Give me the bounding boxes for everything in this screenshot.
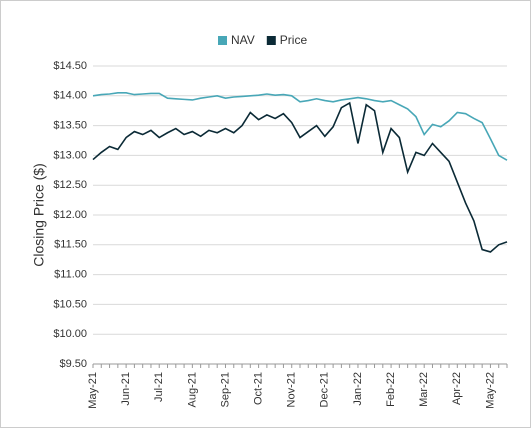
series-line: [92, 101, 508, 253]
x-tick-label: May-21: [87, 372, 99, 409]
legend-label: Price: [280, 33, 308, 47]
y-tick-label: $12.50: [53, 179, 87, 191]
x-tick-label: Nov-21: [286, 372, 298, 407]
x-tick-label: Oct-21: [253, 372, 265, 405]
series-line: [92, 92, 508, 161]
y-tick-label: $13.00: [53, 149, 87, 161]
x-tick-label: Apr-22: [451, 372, 463, 405]
x-tick-label: Aug-21: [186, 372, 198, 407]
y-axis-label: Closing Price ($): [31, 163, 47, 266]
y-tick-label: $9.50: [59, 358, 87, 370]
y-tick-label: $14.50: [53, 60, 87, 72]
legend-swatch: [218, 36, 227, 45]
x-tick-label: May-22: [484, 372, 496, 409]
y-tick-label: $11.50: [54, 239, 87, 251]
y-tick-label: $10.50: [53, 298, 87, 310]
x-tick-label: Jun-21: [120, 372, 132, 406]
x-tick-label: Mar-22: [418, 372, 430, 407]
y-tick-label: $13.50: [53, 120, 87, 132]
y-tick-label: $10.00: [53, 328, 87, 340]
legend-label: NAV: [231, 33, 255, 47]
y-tick-label: $11.00: [54, 269, 87, 281]
x-tick-label: Jul-21: [153, 372, 165, 402]
x-tick-label: Jan-22: [352, 372, 364, 406]
x-tick-label: Dec-21: [319, 372, 331, 407]
x-tick-label: Feb-22: [385, 372, 397, 407]
legend-swatch: [266, 36, 276, 45]
x-tick-label: Sep-21: [219, 372, 231, 407]
y-tick-label: $12.00: [53, 209, 87, 221]
y-tick-label: $14.00: [53, 90, 87, 102]
